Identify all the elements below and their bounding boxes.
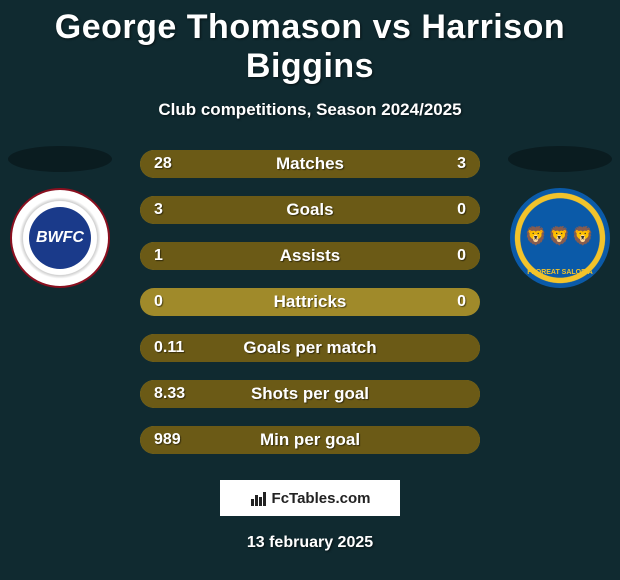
stat-value-left: 0.11 [154, 334, 184, 362]
club-crest-right: 🦁🦁🦁 FLOREAT SALOPIA [510, 188, 610, 288]
stat-value-left: 0 [154, 288, 163, 316]
stat-bar: Hattricks0 0 [140, 288, 480, 316]
stat-label: Hattricks [140, 288, 480, 316]
crest-lions-icon: 🦁🦁🦁 [512, 226, 608, 247]
stat-value-right: 3 [457, 150, 466, 178]
stat-bar: Assists1 0 [140, 242, 480, 270]
stat-value-right: 0 [457, 242, 466, 270]
stat-label: Min per goal [140, 426, 480, 454]
stat-value-right: 0 [457, 288, 466, 316]
stat-label: Assists [140, 242, 480, 270]
stat-bar: Matches28 3 [140, 150, 480, 178]
stat-bars: Matches283Goals30Assists10Hattricks00Goa… [140, 150, 480, 454]
stat-value-left: 28 [154, 150, 172, 178]
stat-bar: Goals per match0.11 [140, 334, 480, 362]
brand-badge: FcTables.com [220, 480, 400, 516]
stat-bar: Min per goal989 [140, 426, 480, 454]
page-title: George Thomason vs Harrison Biggins [0, 0, 620, 86]
stat-label: Shots per goal [140, 380, 480, 408]
stat-bar: Goals3 0 [140, 196, 480, 224]
comparison-main: BWFC 🦁🦁🦁 FLOREAT SALOPIA Matches283Goals… [0, 150, 620, 454]
crest-right-text: FLOREAT SALOPIA [512, 269, 608, 276]
brand-text: FcTables.com [272, 490, 371, 507]
stat-value-left: 1 [154, 242, 163, 270]
stat-label: Goals per match [140, 334, 480, 362]
stat-value-left: 3 [154, 196, 163, 224]
crest-left-text: BWFC [29, 207, 91, 269]
chart-icon [250, 489, 268, 507]
footer-date: 13 february 2025 [0, 534, 620, 552]
stat-label: Matches [140, 150, 480, 178]
silhouette-shadow [508, 146, 612, 172]
stat-value-left: 989 [154, 426, 181, 454]
stat-bar: Shots per goal8.33 [140, 380, 480, 408]
stat-value-left: 8.33 [154, 380, 185, 408]
stat-value-right: 0 [457, 196, 466, 224]
silhouette-shadow [8, 146, 112, 172]
stat-label: Goals [140, 196, 480, 224]
player-right-column: 🦁🦁🦁 FLOREAT SALOPIA [500, 146, 620, 288]
player-left-column: BWFC [0, 146, 120, 288]
club-crest-left: BWFC [10, 188, 110, 288]
subtitle: Club competitions, Season 2024/2025 [0, 100, 620, 120]
